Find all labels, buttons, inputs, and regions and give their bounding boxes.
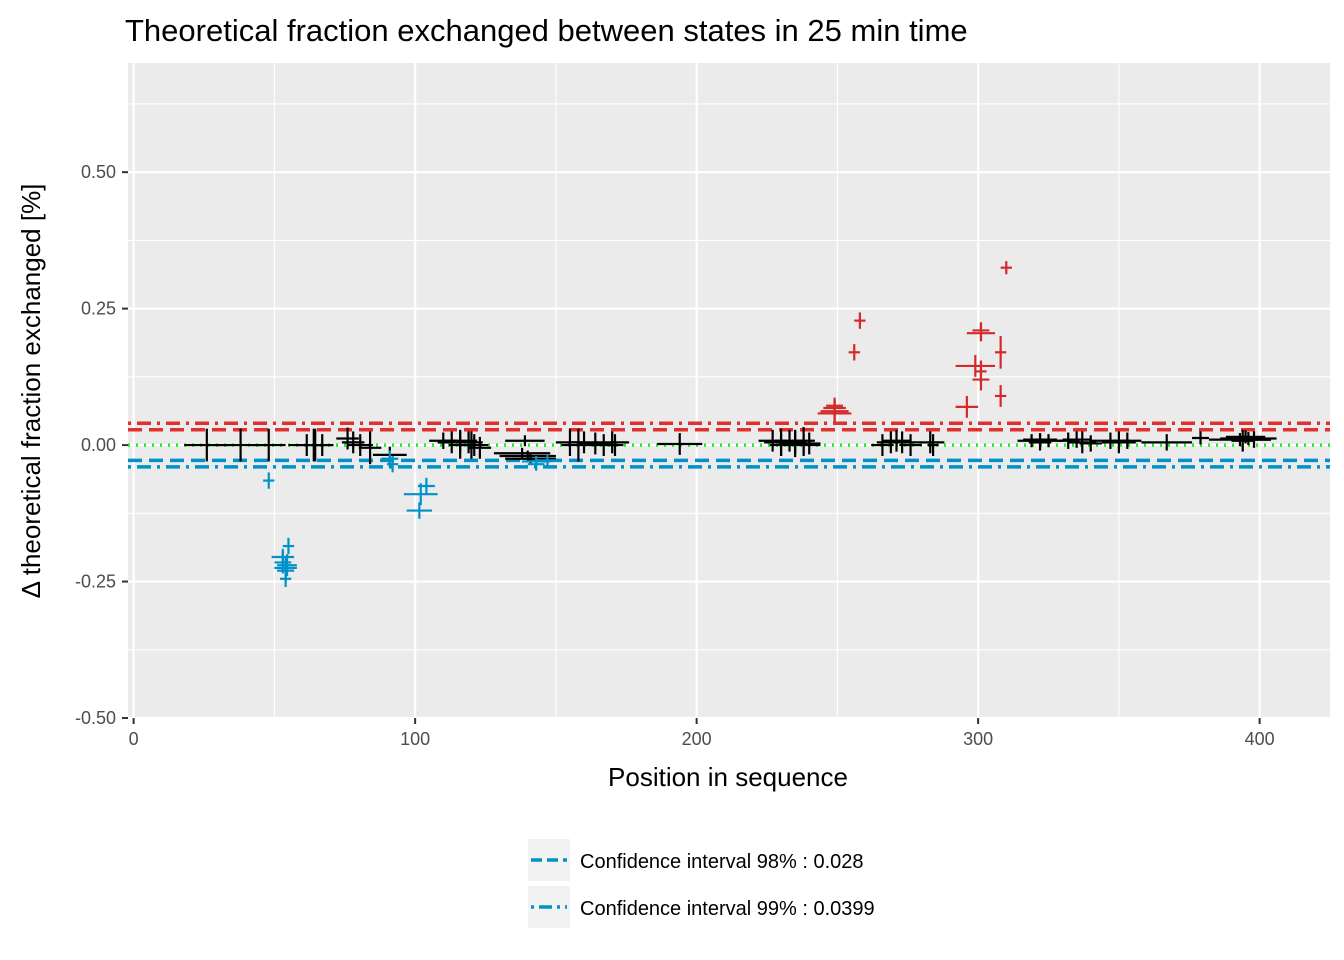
legend-label-2: Confidence interval 99% : 0.0399 — [580, 898, 875, 920]
data-point — [927, 434, 939, 456]
y-tick-label: 0.25 — [81, 299, 116, 319]
data-point — [251, 428, 286, 462]
chart-title: Theoretical fraction exchanged between s… — [125, 13, 968, 48]
data-point — [848, 344, 860, 361]
y-tick-label: 0.00 — [81, 435, 116, 455]
data-point — [916, 431, 945, 454]
data-point — [1113, 432, 1142, 449]
data-point — [1000, 261, 1012, 275]
data-point — [282, 537, 295, 555]
x-tick-label: 100 — [400, 729, 430, 749]
x-tick-label: 0 — [129, 729, 139, 749]
y-tick-label: -0.50 — [75, 708, 116, 728]
x-axis-title: Position in sequence — [608, 762, 848, 792]
x-tick-label: 400 — [1245, 729, 1275, 749]
data-point — [1237, 431, 1271, 448]
x-tick-label: 300 — [963, 729, 993, 749]
data-point — [955, 355, 996, 377]
data-point — [536, 454, 559, 466]
data-point — [468, 436, 492, 459]
data-point — [792, 427, 815, 455]
y-axis-title: Δ theoretical fraction exchanged [%] — [16, 184, 46, 599]
data-point — [826, 397, 844, 414]
data-point — [465, 431, 478, 459]
data-point — [310, 434, 334, 456]
data-point — [406, 502, 433, 519]
data-point — [972, 322, 990, 339]
data-point — [417, 477, 435, 495]
y-tick-label: -0.25 — [75, 572, 116, 592]
legend: Confidence interval 98% : 0.028 Confiden… — [528, 839, 875, 928]
data-point — [358, 431, 382, 465]
legend-label-1: Confidence interval 98% : 0.028 — [580, 851, 864, 873]
data-point — [1192, 431, 1209, 445]
data-point — [975, 360, 987, 383]
data-point — [1079, 435, 1102, 452]
data-point — [797, 432, 821, 455]
data-point — [1062, 431, 1091, 448]
data-point — [995, 335, 1007, 369]
data-point — [277, 554, 297, 577]
y-tick-label: 0.50 — [81, 162, 116, 182]
data-point — [657, 433, 703, 455]
data-point — [955, 395, 979, 418]
data-point — [454, 431, 483, 454]
data-point — [882, 429, 911, 452]
data-point — [995, 385, 1007, 407]
data-point — [1101, 431, 1136, 454]
data-point — [854, 312, 866, 329]
data-point — [280, 570, 292, 587]
data-point — [263, 472, 275, 489]
data-points — [184, 261, 1277, 587]
data-point — [1141, 434, 1193, 451]
data-point — [386, 456, 399, 473]
data-point — [606, 434, 624, 456]
x-tick-label: 200 — [682, 729, 712, 749]
data-point — [347, 434, 373, 456]
data-point — [595, 431, 630, 454]
plot-panel — [128, 63, 1330, 718]
data-point — [505, 435, 545, 447]
data-point — [899, 434, 922, 456]
axes: 0 100 200 300 400 -0.50 -0.25 0.00 0.25 0.50 — [75, 162, 1275, 749]
